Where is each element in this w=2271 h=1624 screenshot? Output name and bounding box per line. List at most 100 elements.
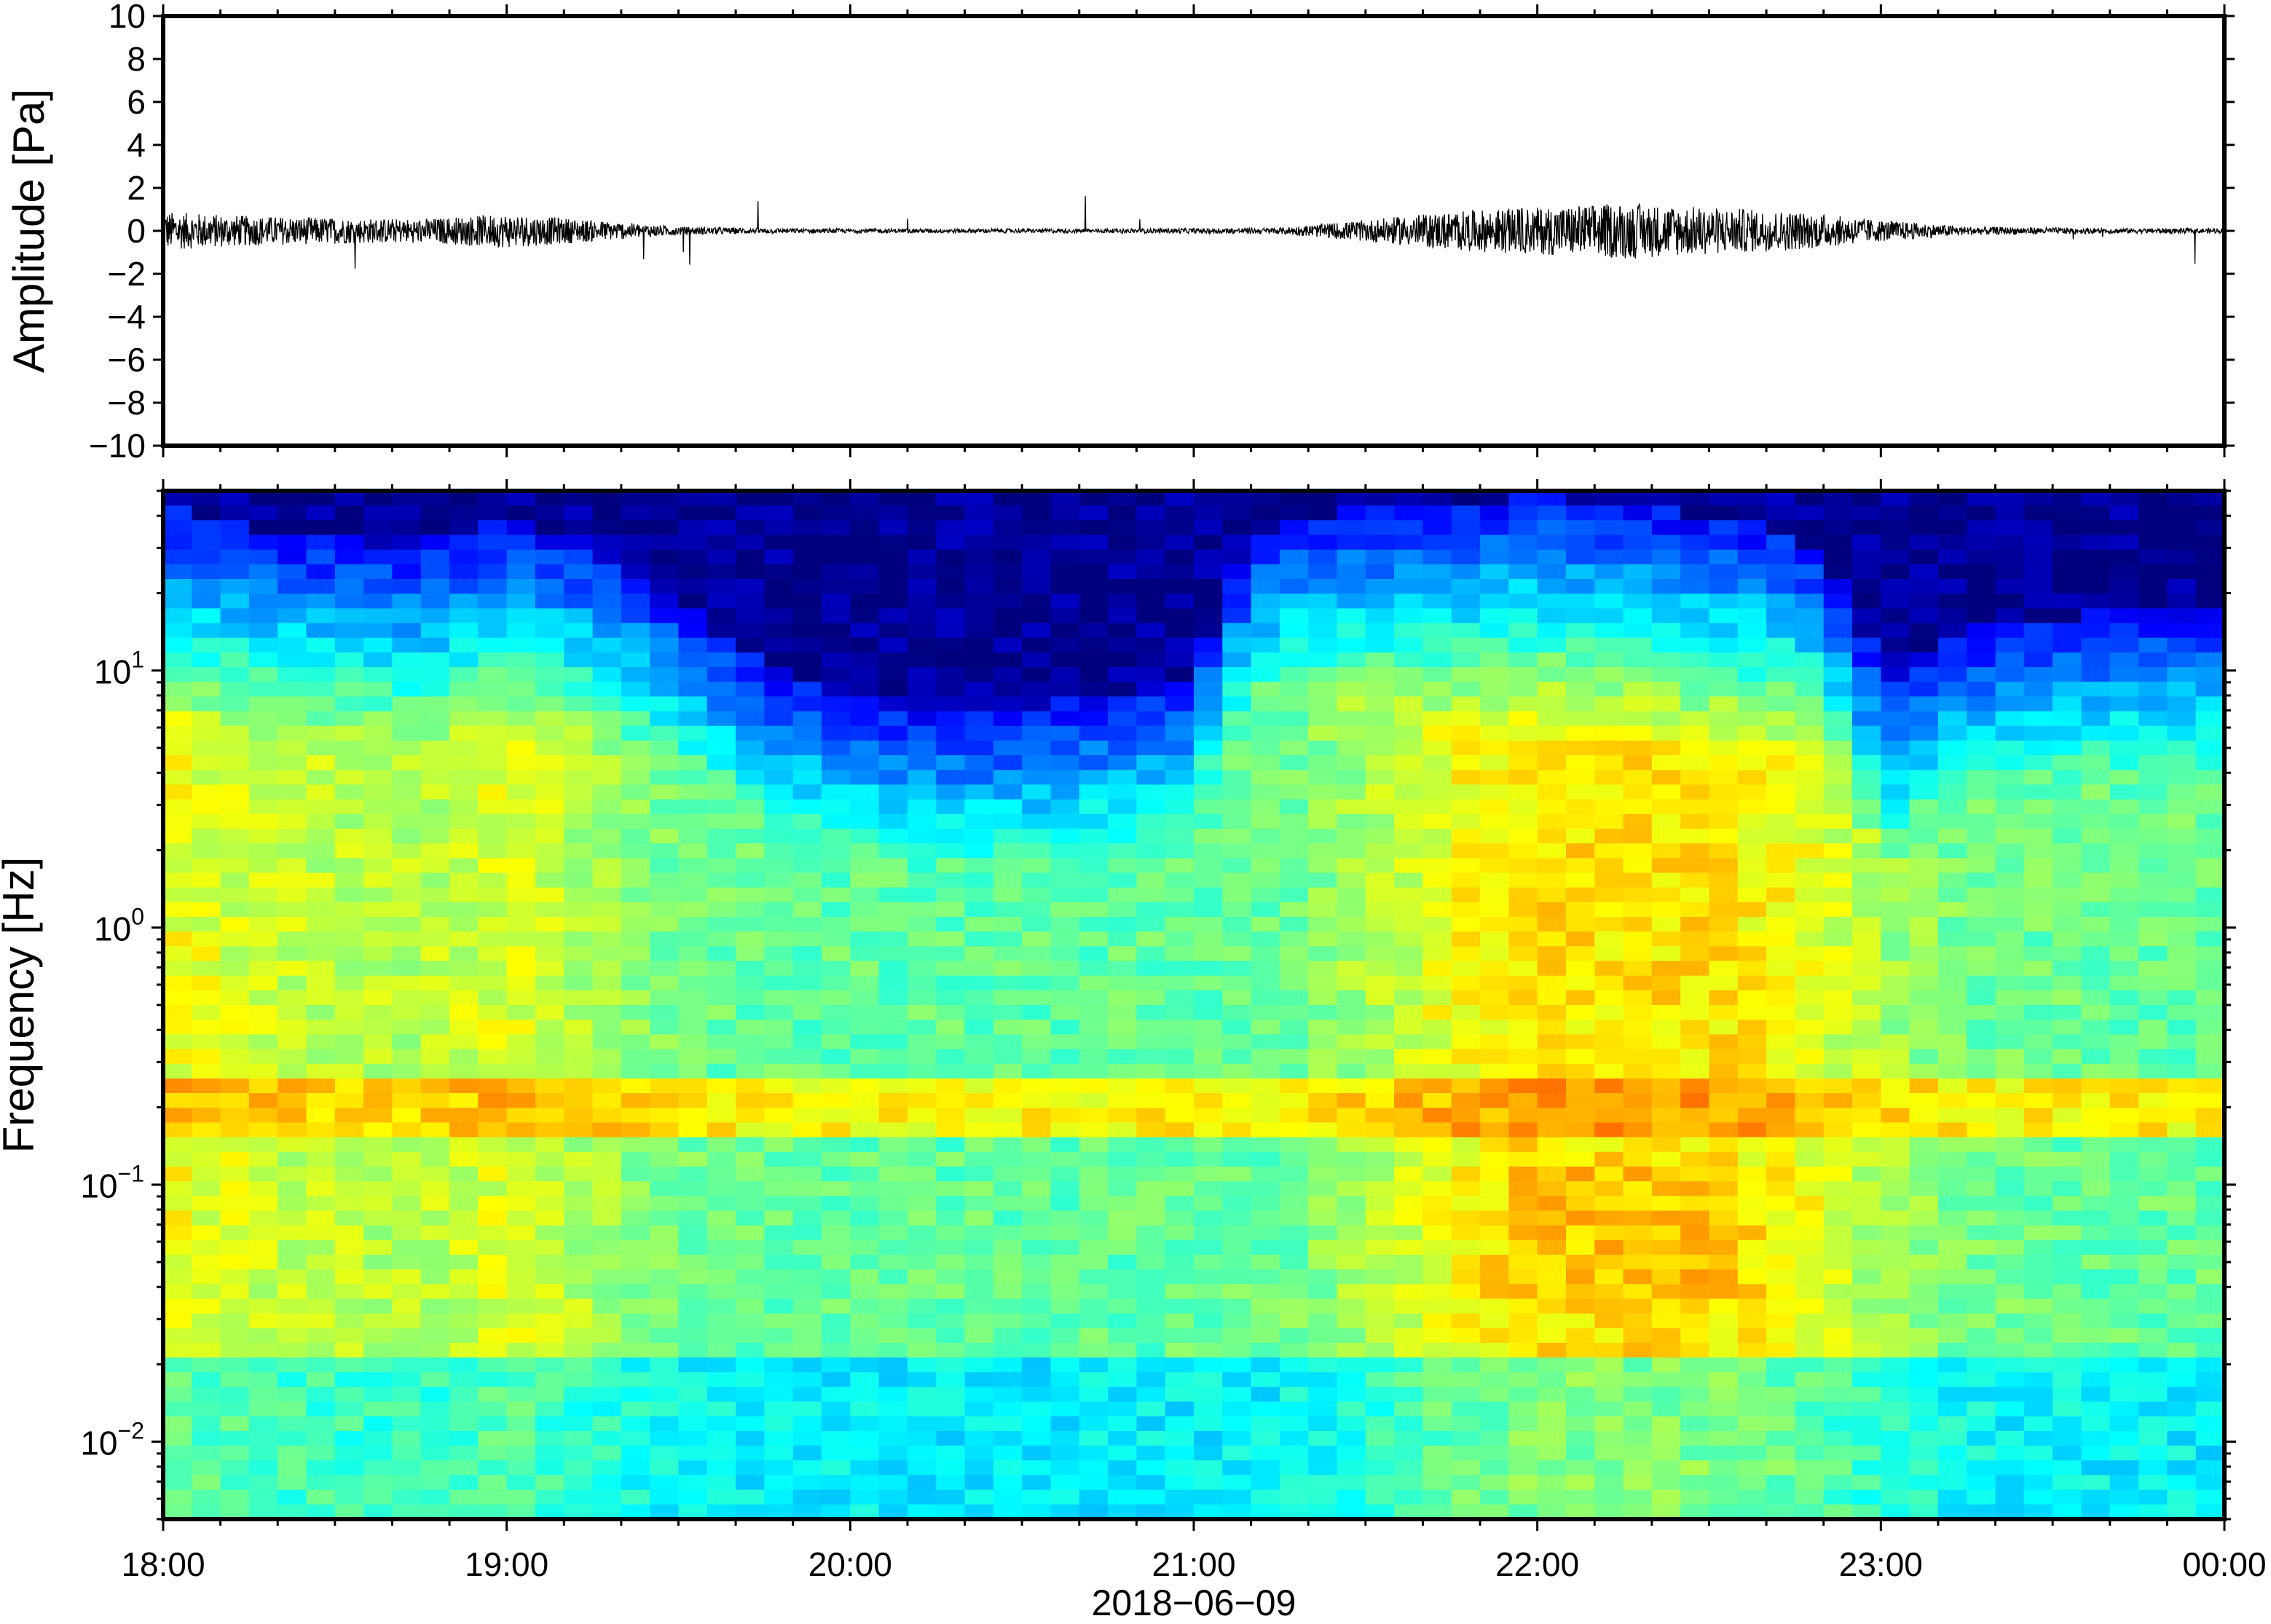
spectrogram-cell <box>1995 505 2025 521</box>
spectrogram-cell <box>936 1475 966 1491</box>
spectrogram-cell <box>1881 1475 1910 1491</box>
spectrogram-cell <box>1194 579 1224 594</box>
spectrogram-cell <box>248 1166 278 1182</box>
spectrogram-cell <box>1508 711 1538 727</box>
spectrogram-cell <box>248 1151 278 1167</box>
spectrogram-cell <box>1165 1166 1194 1182</box>
spectrogram-cell <box>1422 1196 1452 1212</box>
spectrogram-cell <box>1508 1166 1538 1182</box>
spectrogram-cell <box>707 1093 736 1108</box>
spectrogram-cell <box>1279 1020 1309 1036</box>
spectrogram-cell <box>1079 1342 1109 1358</box>
spectrogram-cell <box>420 813 450 829</box>
spectrogram-cell <box>1508 843 1538 859</box>
spectrogram-cell <box>707 813 736 829</box>
spectrogram-cell <box>1308 799 1338 815</box>
spectrogram-cell <box>2052 608 2082 624</box>
spectrogram-cell <box>1566 946 1596 962</box>
spectrogram-cell <box>1508 1063 1538 1079</box>
spectrogram-cell <box>1394 755 1424 771</box>
spectrogram-cell <box>936 931 966 947</box>
spectrogram-cell <box>1651 520 1681 536</box>
spectrogram-cell <box>2052 975 2082 991</box>
spectrogram-cell <box>1766 667 1796 683</box>
spectrogram-cell <box>907 961 937 977</box>
spectrogram-cell <box>1079 872 1109 888</box>
spectrogram-cell <box>192 652 221 668</box>
spectrogram-cell <box>764 1093 794 1108</box>
spectrogram-cell <box>907 1210 937 1226</box>
spectrogram-cell <box>248 931 278 947</box>
spectrogram-cell <box>248 784 278 800</box>
spectrogram-cell <box>1508 1254 1538 1270</box>
spectrogram-cell <box>792 1049 822 1065</box>
spectrogram-cell <box>2138 872 2168 888</box>
spectrogram-cell <box>1279 623 1309 639</box>
spectrogram-cell <box>1937 1196 1967 1212</box>
spectrogram-cell <box>1136 828 1166 844</box>
spectrogram-cell <box>306 799 336 815</box>
spectrogram-cell <box>1566 1093 1596 1108</box>
spectrogram-cell <box>1795 1181 1825 1197</box>
spectrogram-cell <box>822 1078 851 1094</box>
spectrogram-cell <box>1079 828 1109 844</box>
spectrogram-cell <box>993 872 1023 888</box>
spectrogram-cell <box>1337 1034 1366 1050</box>
spectrogram-cell <box>1050 1489 1080 1505</box>
spectrogram-cell <box>850 696 880 712</box>
spectrogram-cell <box>1937 858 1967 874</box>
spectrogram-cell <box>1022 1137 1052 1153</box>
spectrogram-cell <box>1136 1446 1166 1462</box>
spectrogram-cell <box>420 1049 450 1065</box>
spectrogram-cell <box>736 1313 765 1329</box>
spectrogram-cell <box>1022 813 1052 829</box>
spectrogram-cell <box>564 1357 594 1373</box>
spectrogram-cell <box>1136 1005 1166 1020</box>
spectrogram-cell <box>535 594 565 610</box>
spectrogram-cell <box>334 1049 364 1065</box>
spectrogram-cell <box>1480 1254 1510 1270</box>
spectrogram-cell <box>1937 1093 1967 1108</box>
spectrogram-cell <box>1737 990 1767 1006</box>
spectrogram-cell <box>650 579 680 594</box>
spectrogram-cell <box>478 1005 508 1020</box>
spectrogram-cell <box>1108 1489 1138 1505</box>
spectrogram-cell <box>1537 1063 1567 1079</box>
spectrogram-cell <box>220 1460 250 1476</box>
spectrogram-cell <box>964 887 994 903</box>
spectrogram-cell <box>1108 917 1138 932</box>
spectrogram-cell <box>707 505 736 521</box>
spectrogram-cell <box>1537 1108 1567 1124</box>
spectrogram-cell <box>1165 961 1194 977</box>
spectrogram-cell <box>1308 917 1338 932</box>
spectrogram-cell <box>707 1151 736 1167</box>
spectrogram-cell <box>1337 917 1366 932</box>
spectrogram-cell <box>2081 1093 2111 1108</box>
spectrogram-cell <box>822 770 851 786</box>
spectrogram-cell <box>707 961 736 977</box>
spectrogram-cell <box>1194 696 1224 712</box>
spectrogram-cell <box>1680 1460 1710 1476</box>
spectrogram-cell <box>1537 1196 1567 1212</box>
spectrogram-cell <box>1566 1504 1596 1519</box>
amplitude-y-tick-label: −6 <box>108 341 146 379</box>
spectrogram-cell <box>1251 564 1280 580</box>
spectrogram-cell <box>1995 946 2025 962</box>
spectrogram-cell <box>392 682 422 698</box>
spectrogram-cell <box>936 961 966 977</box>
spectrogram-cell <box>564 652 594 668</box>
spectrogram-cell <box>306 579 336 594</box>
spectrogram-cell <box>1995 1460 2025 1476</box>
spectrogram-cell <box>1251 1372 1280 1388</box>
spectrogram-cell <box>1422 1020 1452 1036</box>
spectrogram-cell <box>1050 1504 1080 1519</box>
spectrogram-cell <box>1881 828 1910 844</box>
spectrogram-cell <box>220 1489 250 1505</box>
spectrogram-cell <box>936 1181 966 1197</box>
spectrogram-cell <box>2023 1108 2053 1124</box>
spectrogram-cell <box>878 1166 908 1182</box>
spectrogram-cell <box>1937 887 1967 903</box>
spectrogram-cell <box>792 784 822 800</box>
spectrogram-cell <box>1881 652 1910 668</box>
spectrogram-cell <box>1079 1387 1109 1403</box>
